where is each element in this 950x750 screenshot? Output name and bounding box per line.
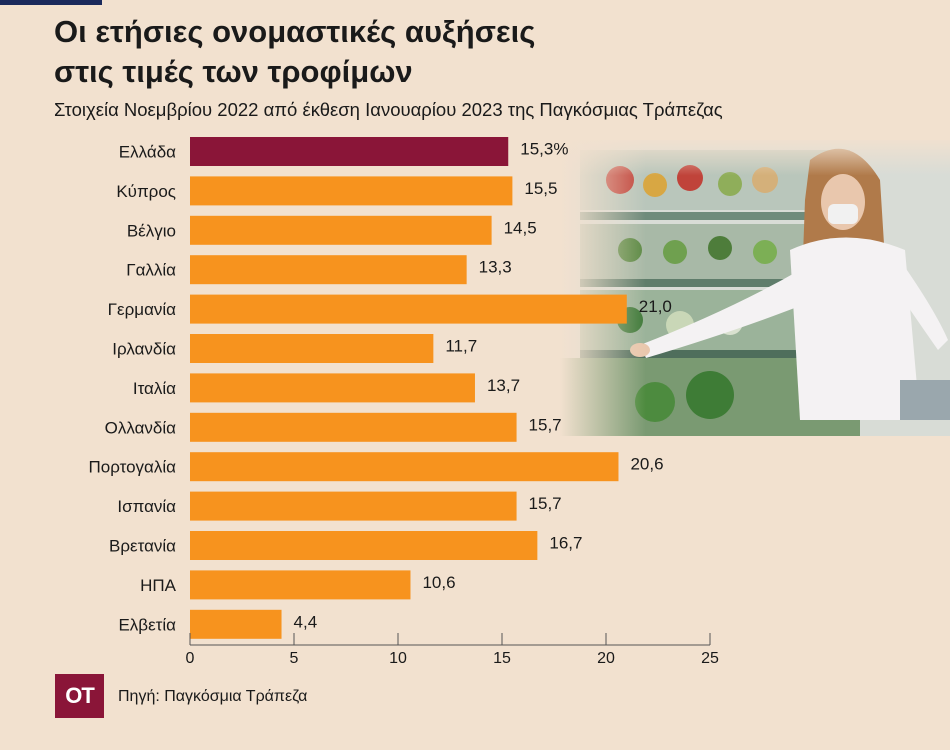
category-label-12: Ελβετία (118, 615, 176, 634)
bar-8 (190, 452, 619, 482)
x-tick-label-1: 5 (290, 650, 299, 667)
x-tick-label-5: 25 (701, 650, 719, 667)
bar-11 (190, 570, 411, 600)
bar-6 (190, 373, 475, 403)
category-label-10: Βρετανία (109, 537, 176, 556)
value-label-1: 15,5 (524, 179, 557, 198)
top-accent-bar (0, 0, 102, 5)
ot-logo: OT (55, 674, 104, 718)
chart-subtitle: Στοιχεία Νοεμβρίου 2022 από έκθεση Ιανου… (54, 99, 723, 120)
bar-2 (190, 215, 492, 245)
bar-7 (190, 412, 517, 442)
value-label-9: 15,7 (529, 494, 562, 513)
title-line-1: Οι ετήσιες ονομαστικές αυξήσεις (54, 14, 536, 49)
category-label-2: Βέλγιο (127, 221, 176, 240)
bar-1 (190, 176, 513, 206)
value-label-3: 13,3 (479, 258, 512, 277)
value-label-10: 16,7 (549, 534, 582, 553)
value-label-4: 21,0 (639, 297, 672, 316)
category-label-7: Ολλανδία (105, 418, 177, 437)
value-label-5: 11,7 (445, 337, 477, 356)
bar-9 (190, 491, 517, 521)
bar-4 (190, 294, 627, 324)
bar-12 (190, 609, 282, 639)
value-label-7: 15,7 (529, 415, 562, 434)
value-label-0: 15,3% (520, 140, 568, 159)
value-label-12: 4,4 (294, 612, 318, 631)
category-label-8: Πορτογαλία (88, 458, 176, 477)
title-line-2: στις τιμές των τροφίμων (54, 54, 413, 89)
chart-title: Οι ετήσιες ονομαστικές αυξήσεις στις τιμ… (54, 12, 874, 92)
x-tick-label-2: 10 (389, 650, 407, 667)
category-label-0: Ελλάδα (119, 143, 176, 162)
category-label-3: Γαλλία (126, 261, 176, 280)
category-label-4: Γερμανία (108, 300, 177, 319)
category-label-9: Ισπανία (117, 497, 176, 516)
bar-10 (190, 531, 538, 560)
value-label-2: 14,5 (504, 218, 537, 237)
bar-3 (190, 255, 467, 285)
bar-0 (190, 137, 509, 166)
bar-5 (190, 334, 434, 363)
category-label-11: ΗΠΑ (140, 576, 177, 595)
value-label-11: 10,6 (422, 573, 455, 592)
x-tick-label-0: 0 (186, 650, 195, 667)
category-label-1: Κύπρος (116, 182, 176, 201)
value-label-6: 13,7 (487, 376, 520, 395)
x-tick-label-4: 20 (597, 650, 615, 667)
category-label-5: Ιρλανδία (112, 340, 176, 359)
shopper-photo (560, 140, 950, 436)
source-note: Πηγή: Παγκόσμια Τράπεζα (118, 688, 308, 705)
category-label-6: Ιταλία (133, 379, 176, 398)
value-label-8: 20,6 (630, 455, 663, 474)
x-tick-label-3: 15 (493, 650, 511, 667)
